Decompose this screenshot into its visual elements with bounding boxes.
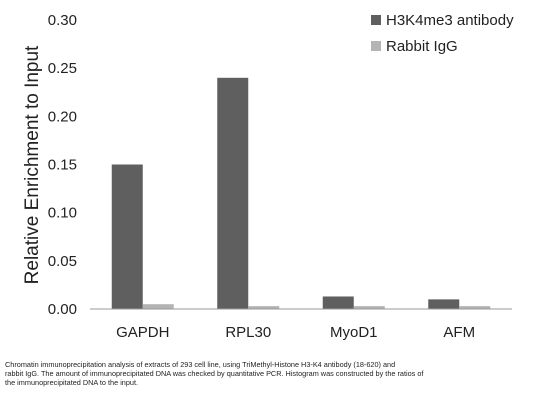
legend-swatch: [371, 15, 381, 25]
caption-line: rabbit IgG. The amount of immunoprecipit…: [5, 369, 424, 378]
y-axis-title: Relative Enrichment to Input: [22, 45, 43, 284]
legend-label: H3K4me3 antibody: [386, 12, 514, 29]
legend-swatch: [371, 41, 381, 51]
y-tick-label: 0.05: [48, 253, 77, 270]
y-tick-label: 0.10: [48, 205, 77, 222]
y-tick-label: 0.30: [48, 12, 77, 29]
x-tick-label: MyoD1: [330, 324, 378, 341]
x-tick-label: AFM: [443, 324, 475, 341]
legend: H3K4me3 antibody Rabbit IgG: [371, 12, 514, 55]
bars: [111, 77, 491, 309]
bar-h3k4me3-rpl30: [217, 77, 249, 309]
category-labels: GAPDH RPL30 MyoD1 AFM: [116, 324, 475, 341]
bar-h3k4me3-gapdh: [111, 164, 143, 309]
x-tick-label: RPL30: [225, 324, 271, 341]
legend-label: Rabbit IgG: [386, 38, 458, 55]
bar-h3k4me3-myod1: [322, 296, 354, 309]
bar-rabbit-igg-afm: [459, 306, 491, 309]
figure-caption: Chromatin immunoprecipitation analysis o…: [5, 360, 533, 387]
bar-rabbit-igg-rpl30: [248, 306, 280, 309]
y-tick-label: 0.00: [48, 301, 77, 318]
caption-line: Chromatin immunoprecipitation analysis o…: [5, 360, 396, 369]
bar-chart: 0.00 0.05 0.10 0.15 0.20 0.25 0.30 GAPDH RPL30 M…: [22, 12, 514, 341]
y-axis-ticks: 0.00 0.05 0.10 0.15 0.20 0.25 0.30: [48, 12, 77, 318]
y-tick-label: 0.20: [48, 108, 77, 125]
y-tick-label: 0.15: [48, 157, 77, 174]
bar-h3k4me3-afm: [428, 299, 460, 309]
x-tick-label: GAPDH: [116, 324, 169, 341]
bar-rabbit-igg-myod1: [353, 306, 385, 309]
caption-line: the immunoprecipitated DNA to the input.: [5, 378, 139, 387]
y-tick-label: 0.25: [48, 60, 77, 77]
bar-rabbit-igg-gapdh: [142, 304, 174, 309]
